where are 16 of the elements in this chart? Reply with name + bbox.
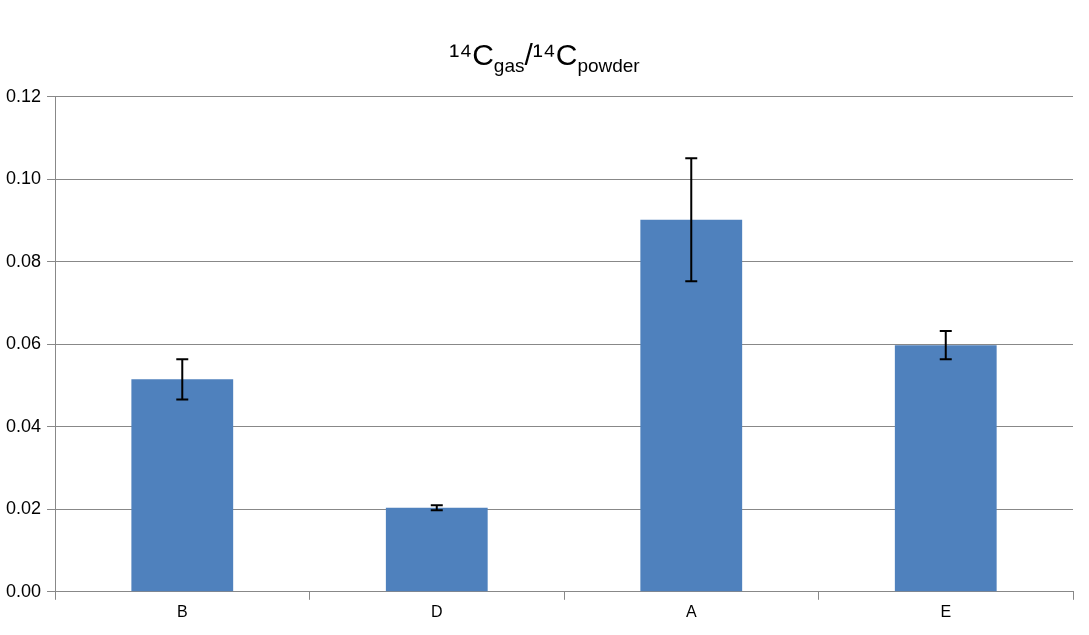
bar bbox=[131, 379, 234, 592]
y-tick-label: 0.10 bbox=[5, 168, 42, 189]
bar bbox=[385, 507, 488, 592]
y-tick-label: 0.12 bbox=[5, 85, 42, 106]
y-tick-label: 0.00 bbox=[5, 580, 42, 601]
y-tick-label: 0.06 bbox=[5, 333, 42, 354]
x-tick-label: A bbox=[685, 602, 697, 620]
x-tick-label: D bbox=[430, 602, 443, 620]
y-tick-label: 0.02 bbox=[5, 498, 42, 519]
chart-title: ¹⁴C$_{gas}$/¹⁴C$_{powder}$ bbox=[448, 38, 641, 77]
bar bbox=[640, 219, 743, 592]
y-tick-label: 0.04 bbox=[5, 415, 42, 436]
x-tick-label: E bbox=[940, 602, 952, 620]
x-tick-label: B bbox=[176, 602, 188, 620]
bar bbox=[894, 345, 997, 592]
y-tick-label: 0.08 bbox=[5, 250, 42, 271]
